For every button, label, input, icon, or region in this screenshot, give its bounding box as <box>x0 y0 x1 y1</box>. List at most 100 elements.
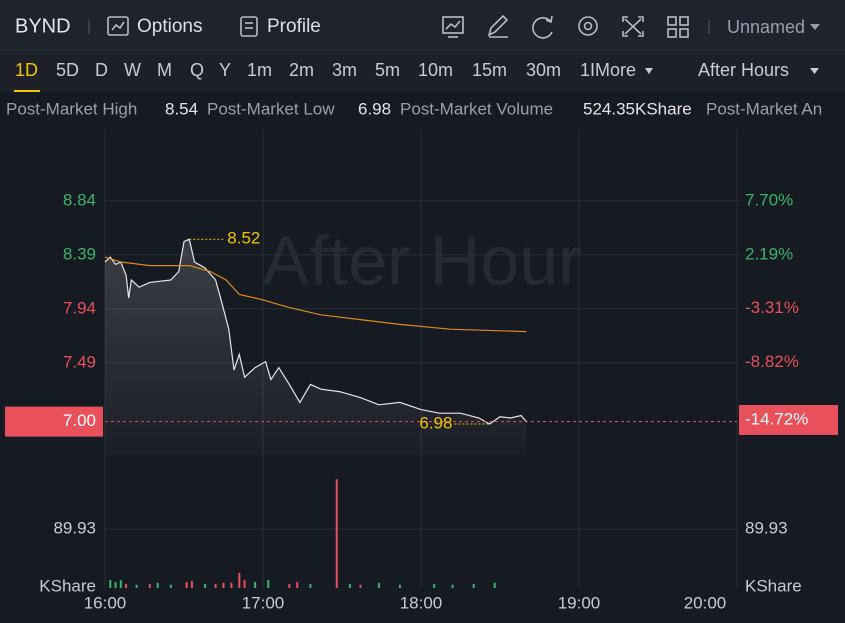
volume-bar <box>335 479 338 588</box>
volume-bar <box>238 572 241 588</box>
chart: After Hour 16:00 17:00 18:00 19:00 20:00 8.84 8… <box>5 130 838 612</box>
volume-bar <box>119 580 122 588</box>
layout-name[interactable]: Unnamed <box>727 17 805 37</box>
timeframe[interactable]: W <box>124 60 141 80</box>
price-area <box>105 239 527 455</box>
volume-bar <box>190 580 193 588</box>
last-price-box <box>5 406 103 437</box>
volume-unit: KShare <box>39 576 96 595</box>
x-tick-label: 20:00 <box>684 593 727 612</box>
volume-bar <box>493 582 496 588</box>
volume-tick-label: 89.93 <box>745 519 788 538</box>
volume-bar <box>214 584 217 588</box>
timeframe[interactable]: 1D <box>15 60 38 80</box>
timeframe[interactable]: 5m <box>375 60 400 80</box>
dropdown-arrow[interactable] <box>810 68 819 74</box>
stat-label: Post-Market Low <box>207 99 335 118</box>
volume-bar <box>230 582 233 588</box>
x-tick-label: 18:00 <box>400 593 443 612</box>
timeframe[interactable]: D <box>95 60 108 80</box>
stat-label: Post-Market Volume <box>400 99 553 118</box>
last-change-label: -14.72% <box>745 409 808 428</box>
volume-bar <box>109 580 112 588</box>
volume-bar <box>148 584 151 588</box>
volume-bar <box>296 582 299 588</box>
volume-bar <box>288 584 291 588</box>
stat-value: 8.54 <box>165 99 198 118</box>
volume-bar <box>156 582 159 588</box>
dropdown-arrow[interactable] <box>645 68 653 74</box>
y2-tick-label: 7.70% <box>745 190 793 209</box>
stat-label: Post-Market An <box>706 99 822 118</box>
layout-icon[interactable] <box>667 16 689 38</box>
top-bar <box>0 0 845 50</box>
y-tick-label: 8.84 <box>63 190 96 209</box>
dropdown-arrow[interactable] <box>810 24 820 30</box>
volume-bar <box>359 584 362 588</box>
timeframe[interactable]: Y <box>219 60 231 80</box>
watermark: After Hour <box>263 221 582 299</box>
volume-bar <box>222 582 225 588</box>
symbol[interactable]: BYND <box>15 15 71 37</box>
volume-bar <box>398 584 401 588</box>
x-tick-label: 17:00 <box>242 593 285 612</box>
annotation-label: 6.98 <box>419 413 452 432</box>
refresh-icon[interactable] <box>532 15 553 39</box>
x-tick-label: 19:00 <box>558 593 601 612</box>
tab-profile[interactable]: Profile <box>267 16 321 37</box>
settings-icon[interactable] <box>578 16 598 36</box>
timeframe[interactable]: Q <box>190 60 204 80</box>
timeframe[interactable]: 3m <box>332 60 357 80</box>
y-tick-label: 7.49 <box>63 352 96 371</box>
volume-bar <box>135 584 138 588</box>
draw-icon[interactable] <box>487 14 509 38</box>
volume-bar <box>185 582 188 588</box>
stat-label: Post-Market High <box>6 99 137 118</box>
volume-bar <box>204 584 207 588</box>
volume-bar <box>169 584 172 588</box>
volume-unit: KShare <box>745 576 802 595</box>
options-icon[interactable] <box>107 16 129 36</box>
stat-value: 6.98 <box>358 99 391 118</box>
last-price-label: 7.00 <box>63 411 96 430</box>
y2-tick-label: 2.19% <box>745 244 793 263</box>
timeframe[interactable]: 5D <box>56 60 79 80</box>
profile-icon[interactable] <box>240 16 258 37</box>
timeframe[interactable]: 1IMore <box>580 60 636 80</box>
volume-tick-label: 89.93 <box>53 519 96 538</box>
stats-row: Post-Market High 8.54 Post-Market Low 6.98 P… <box>6 99 822 118</box>
volume-bar <box>125 584 128 588</box>
annotation-label: 8.52 <box>227 229 260 248</box>
volume-bar <box>377 582 380 588</box>
timeframe[interactable]: 1m <box>247 60 272 80</box>
tab-options[interactable]: Options <box>137 16 202 37</box>
volume-bar <box>433 584 436 588</box>
volume-bar <box>267 580 270 588</box>
timeframe[interactable]: M <box>157 60 172 80</box>
y-tick-label: 8.39 <box>63 244 96 263</box>
fullscreen-icon[interactable] <box>622 16 644 37</box>
volume-bar <box>451 584 454 588</box>
price-line <box>104 238 527 425</box>
session-select[interactable]: After Hours <box>698 60 789 80</box>
x-tick-label: 16:00 <box>84 593 127 612</box>
volume-bar <box>254 582 257 588</box>
timeframe[interactable]: 10m <box>418 60 453 80</box>
timeframe[interactable]: 15m <box>472 60 507 80</box>
y-tick-label: 7.94 <box>63 298 96 317</box>
y2-tick-label: -8.82% <box>745 352 799 371</box>
volume-bar <box>348 584 351 588</box>
indicator-icon[interactable] <box>442 16 464 38</box>
timeframe[interactable]: 30m <box>526 60 561 80</box>
volume-bar <box>114 582 117 588</box>
stat-value: 524.35KShare <box>583 99 692 118</box>
timeframe[interactable]: 2m <box>289 60 314 80</box>
timeframes: 1D 5D D W M Q Y 1m 2m 3m 5m 10m 15m 30m 1IMore <box>14 60 636 92</box>
volume-bar <box>309 584 312 588</box>
volume-bar <box>243 580 246 588</box>
timeframe-bar <box>0 50 845 92</box>
volume-bar <box>472 584 475 588</box>
y2-tick-label: -3.31% <box>745 298 799 317</box>
